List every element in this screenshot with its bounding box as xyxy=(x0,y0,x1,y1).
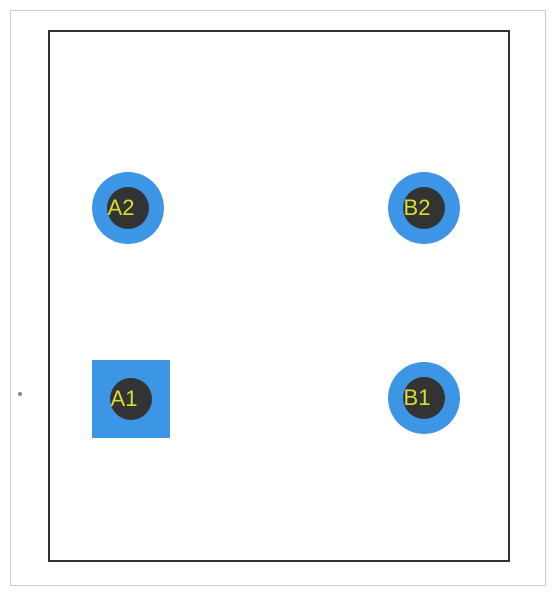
pad-hole-icon xyxy=(107,187,149,229)
pad-a2: A2 xyxy=(92,172,164,244)
pad-b2: B2 xyxy=(388,172,460,244)
pad-hole-icon xyxy=(403,187,445,229)
pad-hole-icon xyxy=(403,377,445,419)
pad-b1: B1 xyxy=(388,362,460,434)
pin1-marker-icon xyxy=(18,392,22,396)
pad-hole-icon xyxy=(110,378,152,420)
inner-border xyxy=(48,30,510,562)
pad-a1: A1 xyxy=(92,360,170,438)
